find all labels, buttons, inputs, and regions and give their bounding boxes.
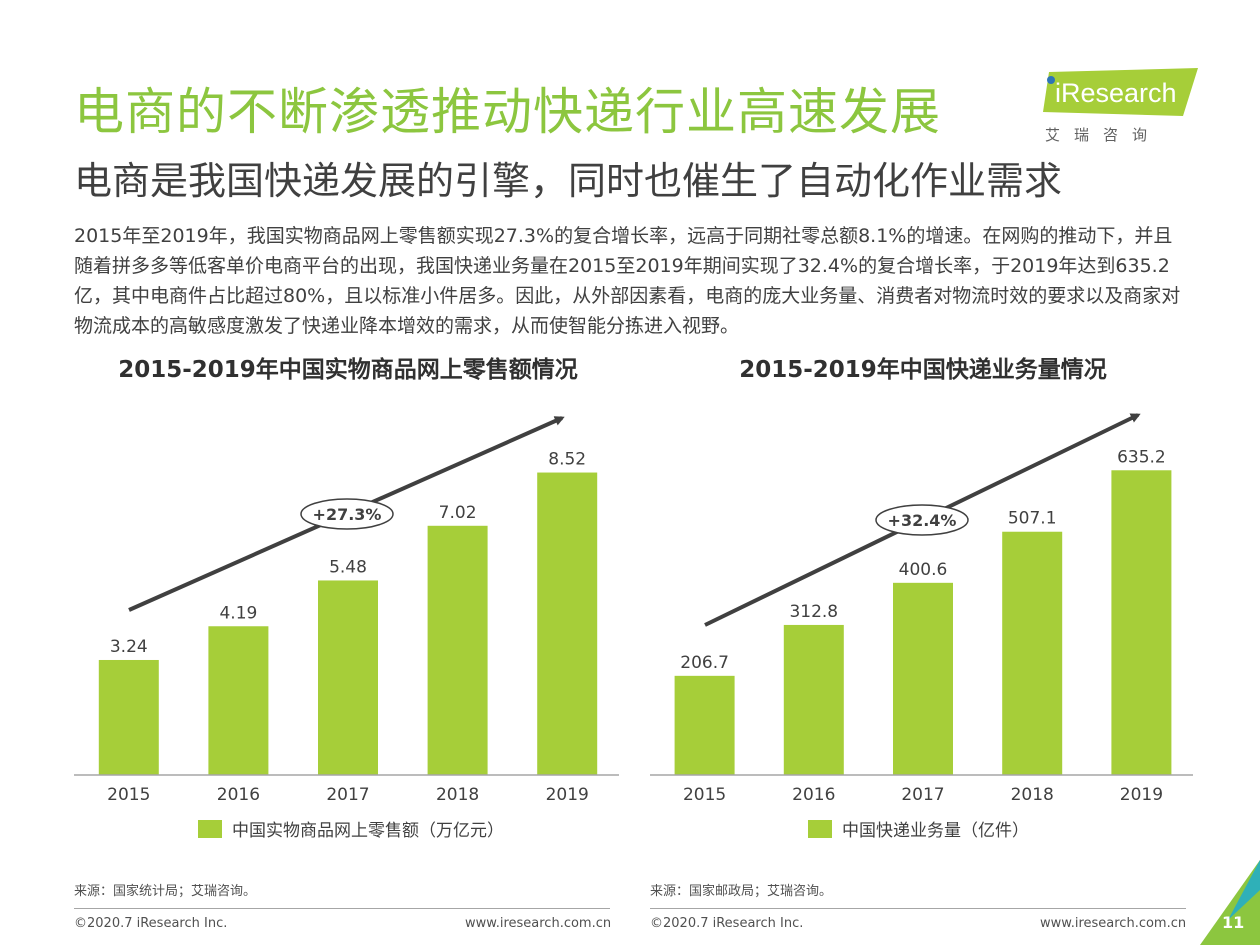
corner-decoration-icon <box>1200 860 1260 945</box>
iresearch-logo-icon: iResearch <box>1043 68 1198 116</box>
category-label-2018: 2018 <box>1011 785 1054 805</box>
category-label-2017: 2017 <box>326 785 369 805</box>
value-label-2018: 507.1 <box>1008 509 1057 529</box>
bar-2015 <box>98 659 159 775</box>
bar-2017 <box>318 580 378 775</box>
bar-2016 <box>208 626 269 775</box>
bar-2016 <box>783 624 844 775</box>
legend-label: 中国快递业务量（亿件） <box>842 821 1029 841</box>
category-label-2016: 2016 <box>792 785 835 805</box>
footer-divider-right <box>650 908 1186 909</box>
category-label-2016: 2016 <box>217 785 260 805</box>
source-note-left: 来源：国家统计局；艾瑞咨询。 <box>74 884 257 899</box>
cagr-badge <box>300 498 394 530</box>
category-label-2017: 2017 <box>901 785 944 805</box>
chart-2-express-volume: 206.7 2015 312.8 2016 400.6 2017 507.1 2018 635.… <box>650 413 1193 841</box>
copyright-right: ©2020.7 iResearch Inc. <box>650 916 804 931</box>
chart-1-title: 2015-2019年中国实物商品网上零售额情况 <box>118 357 578 383</box>
bar-2018 <box>427 525 488 775</box>
page-title: 电商的不断渗透推动快递行业高速发展 <box>74 83 941 141</box>
source-note-right: 来源：国家邮政局；艾瑞咨询。 <box>650 884 833 899</box>
chart-1-online-retail: 3.24 2015 4.19 2016 5.48 2017 7.02 2018 8.52 2019… <box>74 416 619 841</box>
page-subtitle: 电商是我国快递发展的引擎，同时也催生了自动化作业需求 <box>74 159 1063 203</box>
bar-2019 <box>537 472 598 775</box>
website-right[interactable]: www.iresearch.com.cn <box>1040 916 1187 931</box>
category-label-2015: 2015 <box>107 785 150 805</box>
value-label-2018: 7.02 <box>439 503 477 523</box>
legend-label: 中国实物商品网上零售额（万亿元） <box>232 821 504 841</box>
logo-brand-text: iResearch <box>1055 78 1177 108</box>
value-label-2015: 206.7 <box>680 653 729 673</box>
bar-2019 <box>1111 470 1172 775</box>
logo-subtitle: 艾瑞咨询 <box>1045 126 1162 144</box>
intro-paragraph: 2015年至2019年，我国实物商品网上零售额实现27.3%的复合增长率，远高于… <box>74 225 1181 337</box>
copyright-left: ©2020.7 iResearch Inc. <box>74 916 228 931</box>
category-label-2018: 2018 <box>436 785 479 805</box>
category-label-2019: 2019 <box>546 785 589 805</box>
value-label-2016: 312.8 <box>789 602 838 622</box>
website-left[interactable]: www.iresearch.com.cn <box>465 916 612 931</box>
category-label-2015: 2015 <box>683 785 726 805</box>
legend-swatch <box>808 820 832 838</box>
value-label-2019: 8.52 <box>548 450 586 470</box>
category-label-2019: 2019 <box>1120 785 1163 805</box>
cagr-badge <box>875 504 969 536</box>
footer-divider-left <box>74 908 610 909</box>
cagr-label: +27.3% <box>313 505 382 524</box>
value-label-2017: 5.48 <box>329 557 367 577</box>
cagr-label: +32.4% <box>888 511 957 530</box>
page-number: 11 <box>1222 913 1245 932</box>
bar-2017 <box>893 582 953 775</box>
value-label-2016: 4.19 <box>219 603 257 623</box>
value-label-2015: 3.24 <box>110 637 148 657</box>
legend-swatch <box>198 820 222 838</box>
chart-2-title: 2015-2019年中国快递业务量情况 <box>739 357 1107 383</box>
bar-2015 <box>674 675 735 775</box>
value-label-2019: 635.2 <box>1117 447 1166 467</box>
value-label-2017: 400.6 <box>899 560 948 580</box>
bar-2018 <box>1002 531 1063 775</box>
